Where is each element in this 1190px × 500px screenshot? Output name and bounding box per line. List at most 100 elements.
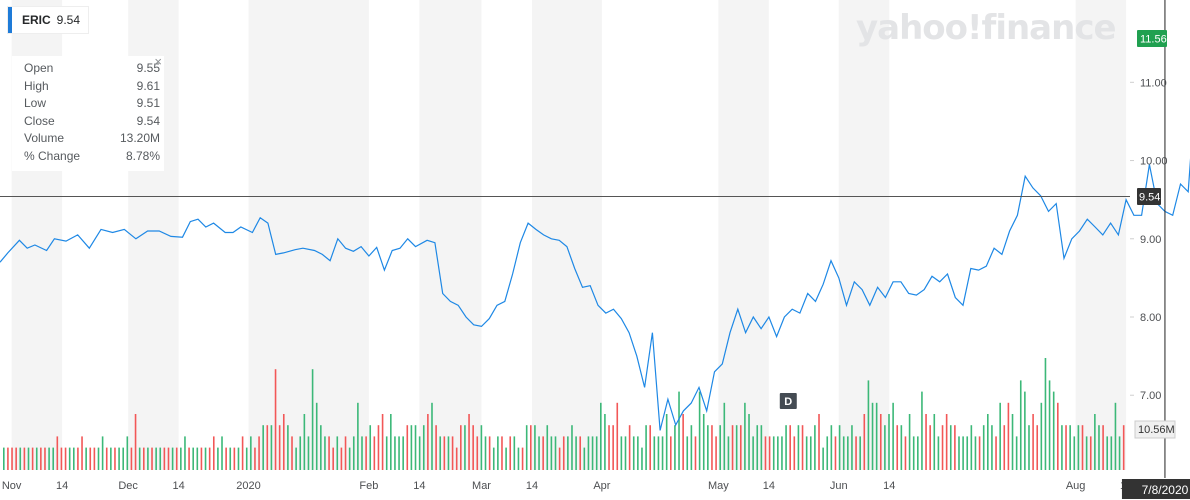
volume-bar bbox=[56, 436, 59, 470]
volume-bar bbox=[188, 447, 190, 470]
volume-badge: 10.56M bbox=[1134, 420, 1176, 439]
volume-bar bbox=[628, 425, 631, 470]
volume-bar bbox=[410, 425, 413, 470]
last-price-label: 11.56 bbox=[1140, 34, 1167, 46]
volume-bar bbox=[991, 425, 993, 470]
volume-bar bbox=[89, 447, 92, 470]
volume-bar bbox=[184, 436, 186, 470]
volume-bar bbox=[377, 425, 380, 470]
volume-bar bbox=[826, 436, 829, 470]
volume-bar bbox=[418, 436, 421, 470]
x-tick-label: Mar bbox=[472, 480, 491, 492]
volume-bar bbox=[583, 447, 586, 470]
x-tick-label: 14 bbox=[526, 480, 538, 492]
volume-bar bbox=[855, 436, 857, 470]
volume-bar bbox=[669, 436, 672, 470]
volume-bar bbox=[15, 447, 17, 470]
volume-bar bbox=[336, 436, 339, 470]
volume-bar bbox=[332, 447, 334, 470]
y-tick-label: 7.00 bbox=[1140, 390, 1161, 402]
volume-bar bbox=[435, 425, 437, 470]
ohlc-row-volume: Volume 13.20M bbox=[24, 130, 160, 148]
volume-bar bbox=[962, 436, 964, 470]
y-tick-label: 9.00 bbox=[1140, 234, 1161, 246]
ohlc-row-open: Open 9.55 bbox=[24, 60, 160, 78]
volume-bar bbox=[595, 436, 598, 470]
ohlc-label: Low bbox=[24, 96, 47, 110]
volume-bar bbox=[352, 436, 355, 470]
x-tick-label: May bbox=[708, 480, 729, 492]
volume-bar bbox=[884, 425, 886, 470]
volume-bar bbox=[562, 436, 565, 470]
volume-bar bbox=[1114, 402, 1117, 470]
ticker-chip[interactable]: ERIC 9.54 bbox=[8, 7, 89, 33]
ticker-symbol: ERIC bbox=[22, 13, 51, 27]
volume-bar bbox=[1077, 425, 1080, 470]
volume-bar bbox=[1102, 425, 1104, 470]
volume-bar bbox=[756, 425, 759, 470]
volume-bar bbox=[451, 436, 454, 470]
volume-bar bbox=[707, 425, 709, 470]
volume-bar bbox=[575, 436, 577, 470]
volume-bar bbox=[480, 425, 483, 470]
volume-bar bbox=[600, 402, 602, 470]
y-tick-label: 11.00 bbox=[1140, 77, 1167, 89]
ohlc-label: Close bbox=[24, 113, 55, 128]
volume-bar bbox=[888, 414, 890, 470]
volume-bar bbox=[398, 436, 400, 470]
volume-bar bbox=[764, 436, 767, 470]
x-axis-labels: Nov 14 Dec 14 2020 Feb 14 Mar 14 Apr May 14 Jun 14 Aug… bbox=[2, 480, 1132, 492]
volume-bar bbox=[245, 447, 248, 470]
volume-bar bbox=[431, 402, 433, 470]
volume-bar bbox=[262, 425, 264, 470]
volume-bar bbox=[933, 414, 936, 470]
volume-bar bbox=[282, 414, 285, 470]
volume-bar bbox=[126, 436, 129, 470]
volume-bar bbox=[1011, 414, 1014, 470]
ohlc-value: 9.51 bbox=[136, 96, 160, 110]
volume-bar bbox=[324, 436, 326, 470]
volume-bar bbox=[509, 436, 512, 470]
volume-bar bbox=[711, 425, 713, 470]
volume-bar bbox=[64, 447, 67, 470]
volume-bar bbox=[340, 447, 343, 470]
volume-bars bbox=[3, 358, 1125, 470]
volume-bar bbox=[303, 414, 306, 470]
volume-bar bbox=[505, 447, 507, 470]
volume-bar bbox=[130, 447, 133, 470]
volume-bar bbox=[645, 425, 647, 470]
volume-bar bbox=[7, 447, 9, 470]
volume-bar bbox=[604, 414, 606, 470]
x-tick-label: 14 bbox=[56, 480, 68, 492]
volume-bar bbox=[492, 447, 495, 470]
volume-bar bbox=[328, 436, 330, 470]
volume-bar bbox=[167, 447, 170, 470]
volume-bar bbox=[497, 436, 499, 470]
ohlc-row-high: High 9.61 bbox=[24, 78, 160, 96]
close-icon[interactable]: × bbox=[154, 54, 162, 69]
volume-bar bbox=[266, 425, 269, 470]
volume-bar bbox=[958, 436, 960, 470]
volume-bar bbox=[830, 425, 833, 470]
volume-bar bbox=[871, 402, 874, 470]
volume-bar bbox=[155, 447, 157, 470]
x-tick-label: Feb bbox=[359, 480, 378, 492]
volume-bar bbox=[3, 447, 5, 470]
volume-bar bbox=[530, 425, 532, 470]
volume-bar bbox=[805, 436, 808, 470]
x-tick-label: 14 bbox=[413, 480, 425, 492]
alternating-date-bands bbox=[11, 0, 1127, 470]
volume-bar bbox=[949, 425, 952, 470]
volume-bar bbox=[373, 436, 376, 470]
volume-bar bbox=[1052, 391, 1055, 470]
dividend-event-marker[interactable]: D bbox=[779, 393, 797, 409]
volume-bar bbox=[1098, 425, 1100, 470]
x-tick-label: Dec bbox=[118, 480, 138, 492]
volume-bar bbox=[542, 436, 544, 470]
ohlc-value: 13.20M bbox=[119, 131, 160, 145]
volume-bar bbox=[785, 425, 787, 470]
volume-bar bbox=[1015, 436, 1018, 470]
volume-bar bbox=[954, 425, 956, 470]
